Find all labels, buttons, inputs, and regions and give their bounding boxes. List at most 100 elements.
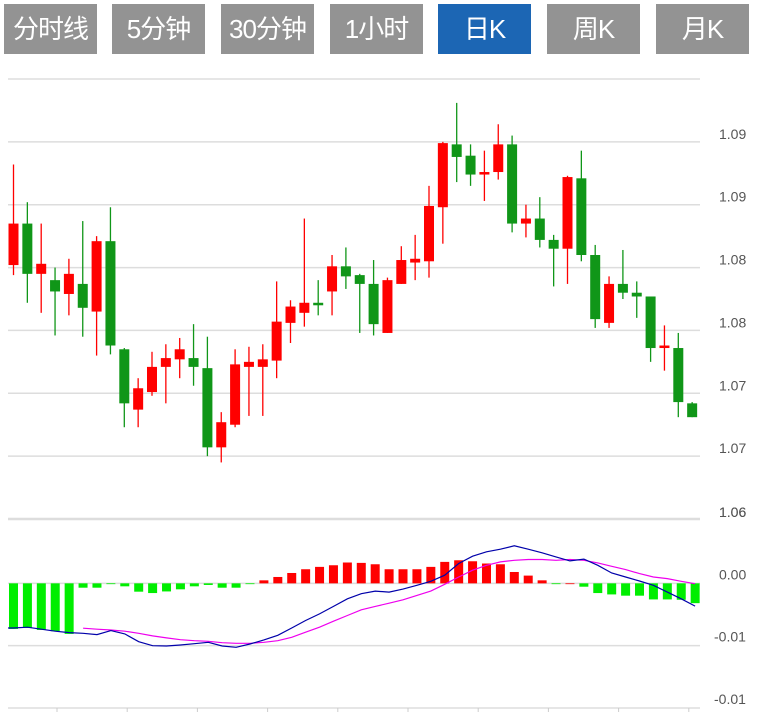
candle-body <box>354 275 365 284</box>
macd-axis-label: 0.00 <box>719 566 746 582</box>
macd-histogram-bar <box>662 583 672 600</box>
macd-histogram-bar <box>50 583 60 632</box>
tab-timeshare[interactable]: 分时线 <box>4 4 97 54</box>
macd-histogram-bar <box>287 572 297 584</box>
candle-body <box>160 358 171 367</box>
candle <box>424 185 434 278</box>
macd-histogram-bar <box>134 583 144 592</box>
candle-body <box>119 349 130 404</box>
candle-body <box>174 349 185 360</box>
macd-histogram-bar <box>551 583 561 585</box>
macd-histogram-bar <box>565 583 575 585</box>
macd-histogram-bar <box>78 583 88 588</box>
macd-histogram-bar <box>22 583 32 628</box>
macd-histogram-bar <box>440 561 450 584</box>
period-tabs: 分时线 5分钟 30分钟 1小时 日K 周K 月K <box>0 0 772 60</box>
candle-body <box>659 345 670 349</box>
macd-histogram-bar <box>203 583 213 585</box>
candle <box>659 325 670 371</box>
candle-body <box>451 144 462 157</box>
candle-body <box>147 366 157 393</box>
candle <box>548 234 559 287</box>
candle-body <box>382 280 393 333</box>
candle <box>687 402 698 418</box>
candle-body <box>548 239 559 249</box>
candle-body <box>133 388 144 410</box>
candle <box>368 260 379 336</box>
candle <box>133 378 144 428</box>
candle-body <box>271 321 282 361</box>
candle <box>174 337 185 379</box>
candle <box>354 273 365 333</box>
macd-histogram-bar <box>509 571 519 584</box>
candle <box>645 296 656 362</box>
candle-body <box>493 144 504 173</box>
candle <box>271 281 282 379</box>
macd-histogram-bar <box>648 583 658 600</box>
macd-histogram-bar <box>523 575 533 584</box>
price-axis-label: 1.07 <box>719 377 746 393</box>
macd-histogram-bar <box>9 583 18 629</box>
macd-histogram-bar <box>259 580 269 584</box>
candle <box>243 346 254 416</box>
candle-body <box>91 241 102 312</box>
candle-body <box>590 255 601 320</box>
macd-histogram-bar <box>635 583 645 596</box>
macd-histogram-bar <box>579 583 589 587</box>
candle <box>507 135 518 233</box>
macd-dea-line <box>83 558 696 644</box>
tab-weekly-k[interactable]: 周K <box>547 4 640 54</box>
candle-body <box>368 283 379 325</box>
macd-histogram-bar <box>384 569 394 584</box>
tab-1hour[interactable]: 1小时 <box>330 4 423 54</box>
macd-histogram-bar <box>162 583 172 592</box>
macd-histogram-bar <box>426 566 436 584</box>
candle <box>617 249 628 299</box>
candle-body <box>687 403 698 418</box>
candle <box>396 246 407 284</box>
macd-histogram-bar <box>245 583 255 585</box>
candle <box>327 255 338 316</box>
macd-histogram-bar <box>328 565 338 584</box>
candle-body <box>105 241 116 346</box>
candle <box>22 202 33 303</box>
candle-body <box>604 283 615 323</box>
macd-histogram-bar <box>120 583 130 587</box>
candle-body <box>617 283 628 293</box>
candle <box>382 277 393 333</box>
candle <box>479 150 490 201</box>
candle <box>147 351 157 396</box>
candle <box>534 197 545 248</box>
candle <box>105 207 116 355</box>
macd-histogram-bar <box>537 580 547 584</box>
candle-body <box>50 280 61 292</box>
candle-body <box>631 292 642 297</box>
price-axis-label: 1.06 <box>719 504 746 520</box>
candle <box>437 141 448 244</box>
candle <box>77 221 88 337</box>
candle-body <box>8 223 19 266</box>
tab-monthly-k[interactable]: 月K <box>656 4 749 54</box>
candle <box>230 349 241 428</box>
macd-histogram-bar <box>454 560 464 584</box>
candle <box>36 223 47 313</box>
macd-histogram-bar <box>481 563 491 584</box>
price-axis-label: 1.08 <box>719 314 746 330</box>
macd-histogram-bar <box>690 583 700 604</box>
macd-histogram-bar <box>370 564 380 584</box>
tab-5min[interactable]: 5分钟 <box>112 4 205 54</box>
tab-daily-k[interactable]: 日K <box>438 4 531 54</box>
tab-30min[interactable]: 30分钟 <box>221 4 314 54</box>
candle-body <box>216 422 227 448</box>
candle <box>119 348 130 428</box>
macd-histogram-bar <box>342 562 352 584</box>
macd-histogram-bar <box>217 583 227 588</box>
candle-body <box>188 358 199 367</box>
candle-body <box>285 306 296 323</box>
price-axis-label: 1.09 <box>719 189 746 205</box>
price-axis-label: 1.06 <box>719 504 746 520</box>
macd-histogram-bar <box>468 561 478 584</box>
macd-histogram-bar <box>495 564 505 584</box>
macd-histogram-bar <box>36 583 46 630</box>
candle-body <box>202 368 213 448</box>
